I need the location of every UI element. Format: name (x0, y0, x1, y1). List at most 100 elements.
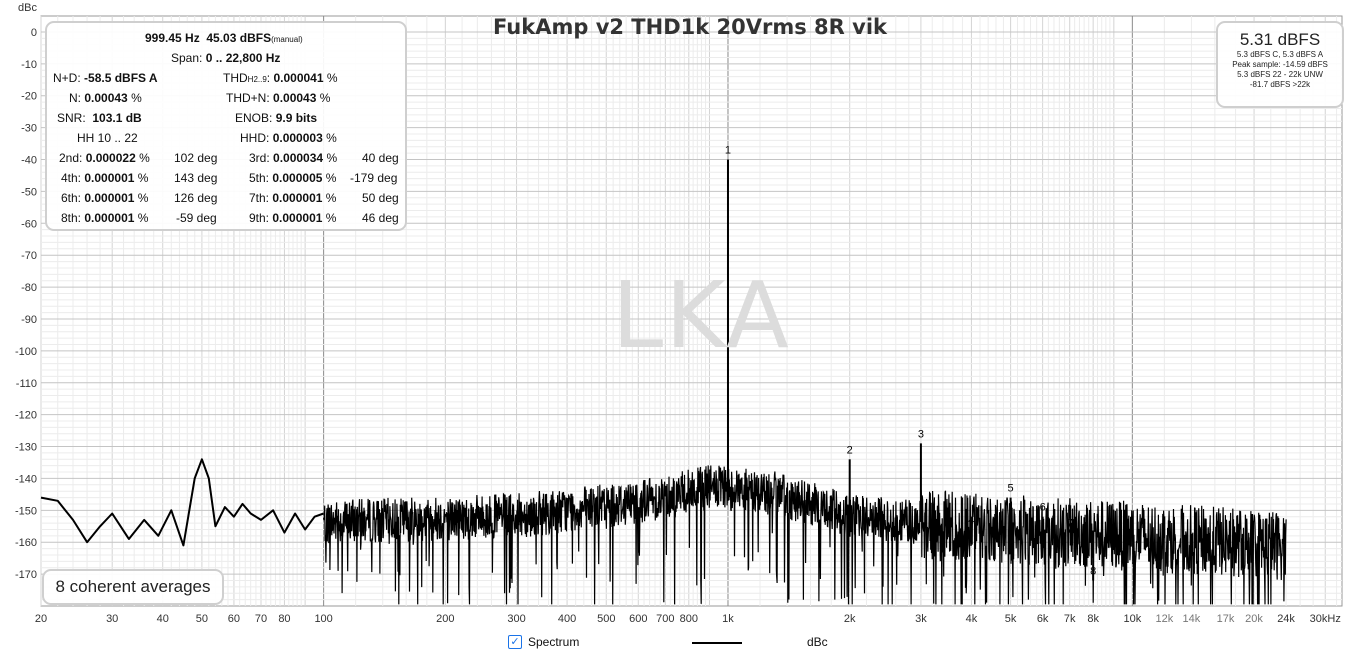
phase-8th: -59 deg (176, 211, 217, 225)
x-tick-label: 30 (106, 613, 118, 625)
y-tick-label: -80 (21, 282, 37, 294)
x-tick-label: 20k (1245, 613, 1263, 625)
spectrum-line-low (40, 458, 324, 547)
spectrum-line-noise (323, 465, 1287, 605)
harmonic-labels: 1 2 3 4 5 6 7 8 9 (725, 145, 1117, 578)
legend: ✓ Spectrum dBc (0, 633, 1362, 653)
watermark: LKA (612, 262, 791, 369)
fundamental-freq: 999.45 Hz 45.03 dBFS(manual) (145, 31, 303, 45)
y-tick-label: -100 (15, 346, 37, 358)
phase-7th: 50 deg (362, 191, 399, 205)
thdn-readout: THD+N: 0.00043 % (226, 91, 331, 105)
x-tick-label: 6k (1037, 613, 1049, 625)
x-tick-label: 24k (1277, 613, 1295, 625)
y-tick-label: -20 (21, 91, 37, 103)
y-tick-label: -150 (15, 505, 37, 517)
level-readout-panel: 5.31 dBFS 5.3 dBFS C, 5.3 dBFS A Peak sa… (1216, 21, 1344, 108)
span-readout: Span: 0 .. 22,800 Hz (171, 51, 281, 65)
harmonic-label: 9 (1111, 524, 1117, 536)
enob-readout: ENOB: 9.9 bits (235, 111, 318, 125)
harmonic-7th: 7th: 0.000001 % (249, 191, 337, 205)
harmonic-3rd: 3rd: 0.000034 % (249, 151, 338, 165)
x-tick-label: 200 (436, 613, 454, 625)
y-tick-label: -10 (21, 59, 37, 71)
level-line-1: 5.3 dBFS C, 5.3 dBFS A (1236, 50, 1324, 59)
y-tick-label: -160 (15, 537, 37, 549)
phase-6th: 126 deg (174, 191, 218, 205)
averages-badge: 8 coherent averages (42, 569, 224, 605)
plot-area (40, 159, 1287, 605)
harmonic-label: 3 (918, 428, 924, 440)
phase-2nd: 102 deg (174, 151, 218, 165)
x-tick-label: 14k (1183, 613, 1201, 625)
phase-3rd: 40 deg (362, 151, 399, 165)
x-tick-label: 800 (680, 613, 698, 625)
y-tick-label: 0 (31, 27, 37, 39)
x-tick-label: 80 (278, 613, 290, 625)
legend-series-label[interactable]: Spectrum (528, 635, 580, 649)
harmonic-label: 8 (1090, 565, 1096, 577)
y-tick-label: -40 (21, 155, 37, 167)
x-tick-label: 8k (1087, 613, 1099, 625)
x-tick-label: 5k (1005, 613, 1017, 625)
y-axis-unit: dBc (18, 2, 37, 14)
y-tick-label: -90 (21, 314, 37, 326)
harmonic-8th: 8th: 0.000001 % (61, 211, 149, 225)
x-tick-label: 50 (196, 613, 208, 625)
x-tick-label: 400 (558, 613, 576, 625)
x-tick-label: 7k (1064, 613, 1076, 625)
x-tick-label: 600 (629, 613, 647, 625)
y-tick-label: -60 (21, 218, 37, 230)
phase-5th: -179 deg (350, 171, 398, 185)
y-tick-label: -120 (15, 410, 37, 422)
level-line-4: -81.7 dBFS >22k (1249, 80, 1311, 89)
x-tick-label: 70 (255, 613, 267, 625)
x-tick-label: 3k (915, 613, 927, 625)
y-tick-label: -130 (15, 442, 37, 454)
level-line-3: 5.3 dBFS 22 - 22k UNW (1237, 70, 1323, 79)
y-tick-label: -140 (15, 473, 37, 485)
phase-9th: 46 deg (362, 211, 399, 225)
x-tick-label: 500 (597, 613, 615, 625)
x-tick-label: 2k (844, 613, 856, 625)
harmonic-5th: 5th: 0.000005 % (249, 171, 337, 185)
y-tick-label: -110 (16, 378, 37, 390)
phase-4th: 143 deg (174, 171, 218, 185)
y-tick-label: -30 (21, 123, 37, 135)
x-tick-label: 4k (966, 613, 978, 625)
x-tick-label: 20 (35, 613, 47, 625)
hh-readout: HH 10 .. 22 (77, 131, 138, 145)
chart-title: FukAmp v2 THD1k 20Vrms 8R vik (493, 15, 887, 39)
hhd-readout: HHD: 0.000003 % (240, 131, 337, 145)
x-tick-label: 100 (314, 613, 332, 625)
snr-readout: SNR: 103.1 dB (57, 111, 142, 125)
y-tick-label: -170 (15, 569, 37, 581)
legend-line-swatch (692, 642, 742, 644)
harmonic-6th: 6th: 0.000001 % (61, 191, 149, 205)
spectrum-checkbox[interactable]: ✓ (508, 635, 522, 649)
x-tick-label: 30kHz (1310, 613, 1341, 625)
y-tick-label: -50 (21, 186, 37, 198)
x-tick-label: 12k (1155, 613, 1173, 625)
x-tick-label: 300 (507, 613, 525, 625)
thd-readout: THDH2..9: 0.000041 % (223, 71, 338, 85)
nd-readout: N+D: -58.5 dBFS A (53, 71, 158, 85)
harmonic-4th: 4th: 0.000001 % (61, 171, 149, 185)
level-value: 5.31 dBFS (1239, 30, 1321, 49)
chart-axes: 0 -10 -20 -30 -40 -50 -60 -70 -80 -90 -100 -110 -120… (15, 27, 1341, 625)
x-tick-label: 10k (1123, 613, 1141, 625)
y-tick-label: -70 (21, 250, 37, 262)
harmonic-label: 7 (1067, 518, 1073, 530)
level-line-2: Peak sample: -14.59 dBFS (1232, 60, 1328, 69)
x-tick-label: 60 (228, 613, 240, 625)
x-tick-label: 17k (1217, 613, 1235, 625)
harmonic-label: 5 (1008, 483, 1014, 495)
harmonic-9th: 9th: 0.000001 % (249, 211, 337, 225)
harmonic-label: 4 (968, 514, 974, 526)
harmonic-label: 6 (1040, 502, 1046, 514)
harmonic-label: 2 (847, 444, 853, 456)
harmonic-label: 1 (725, 145, 731, 157)
n-readout: N: 0.00043 % (69, 91, 142, 105)
x-tick-label: 700 (656, 613, 674, 625)
stats-panel: 999.45 Hz 45.03 dBFS(manual) Span: 0 .. … (45, 21, 407, 231)
